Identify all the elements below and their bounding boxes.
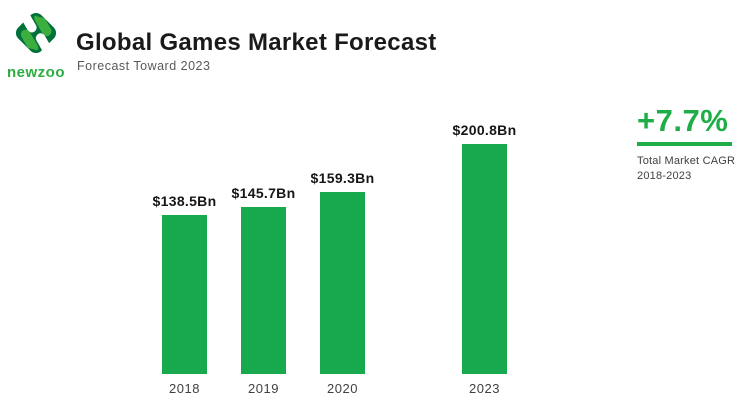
bar-value-label: $159.3Bn [310, 170, 375, 186]
bar-group-2019: $145.7Bn 2019 [232, 185, 296, 396]
bar-value-label: $145.7Bn [231, 185, 296, 201]
cagr-caption-line2: 2018-2023 [637, 169, 692, 182]
bar [162, 215, 207, 374]
bar-group-2023: $200.8Bn 2023 [453, 122, 517, 396]
bar-year-label: 2020 [327, 381, 358, 396]
newzoo-diamond-icon [15, 12, 57, 54]
bar [241, 207, 286, 374]
bar-year-label: 2023 [469, 381, 500, 396]
newzoo-wordmark: newzoo [7, 64, 65, 81]
bar [320, 192, 365, 374]
cagr-value: +7.7% [637, 103, 729, 138]
page-title: Global Games Market Forecast [76, 29, 437, 56]
page-subtitle: Forecast Toward 2023 [77, 59, 211, 73]
stat-underline [637, 142, 732, 146]
cagr-stat-panel: +7.7% Total Market CAGR 2018-2023 [637, 105, 747, 184]
bar-value-label: $138.5Bn [152, 193, 217, 209]
bar-year-label: 2019 [248, 381, 279, 396]
bar [462, 144, 507, 374]
bar-year-label: 2018 [169, 381, 200, 396]
cagr-caption: Total Market CAGR 2018-2023 [637, 154, 747, 184]
newzoo-logo: newzoo [5, 4, 67, 81]
cagr-caption-line1: Total Market CAGR [637, 155, 736, 167]
bar-group-2018: $138.5Bn 2018 [153, 193, 217, 396]
bar-group-2020: $159.3Bn 2020 [311, 170, 375, 396]
bar-value-label: $200.8Bn [452, 122, 517, 138]
